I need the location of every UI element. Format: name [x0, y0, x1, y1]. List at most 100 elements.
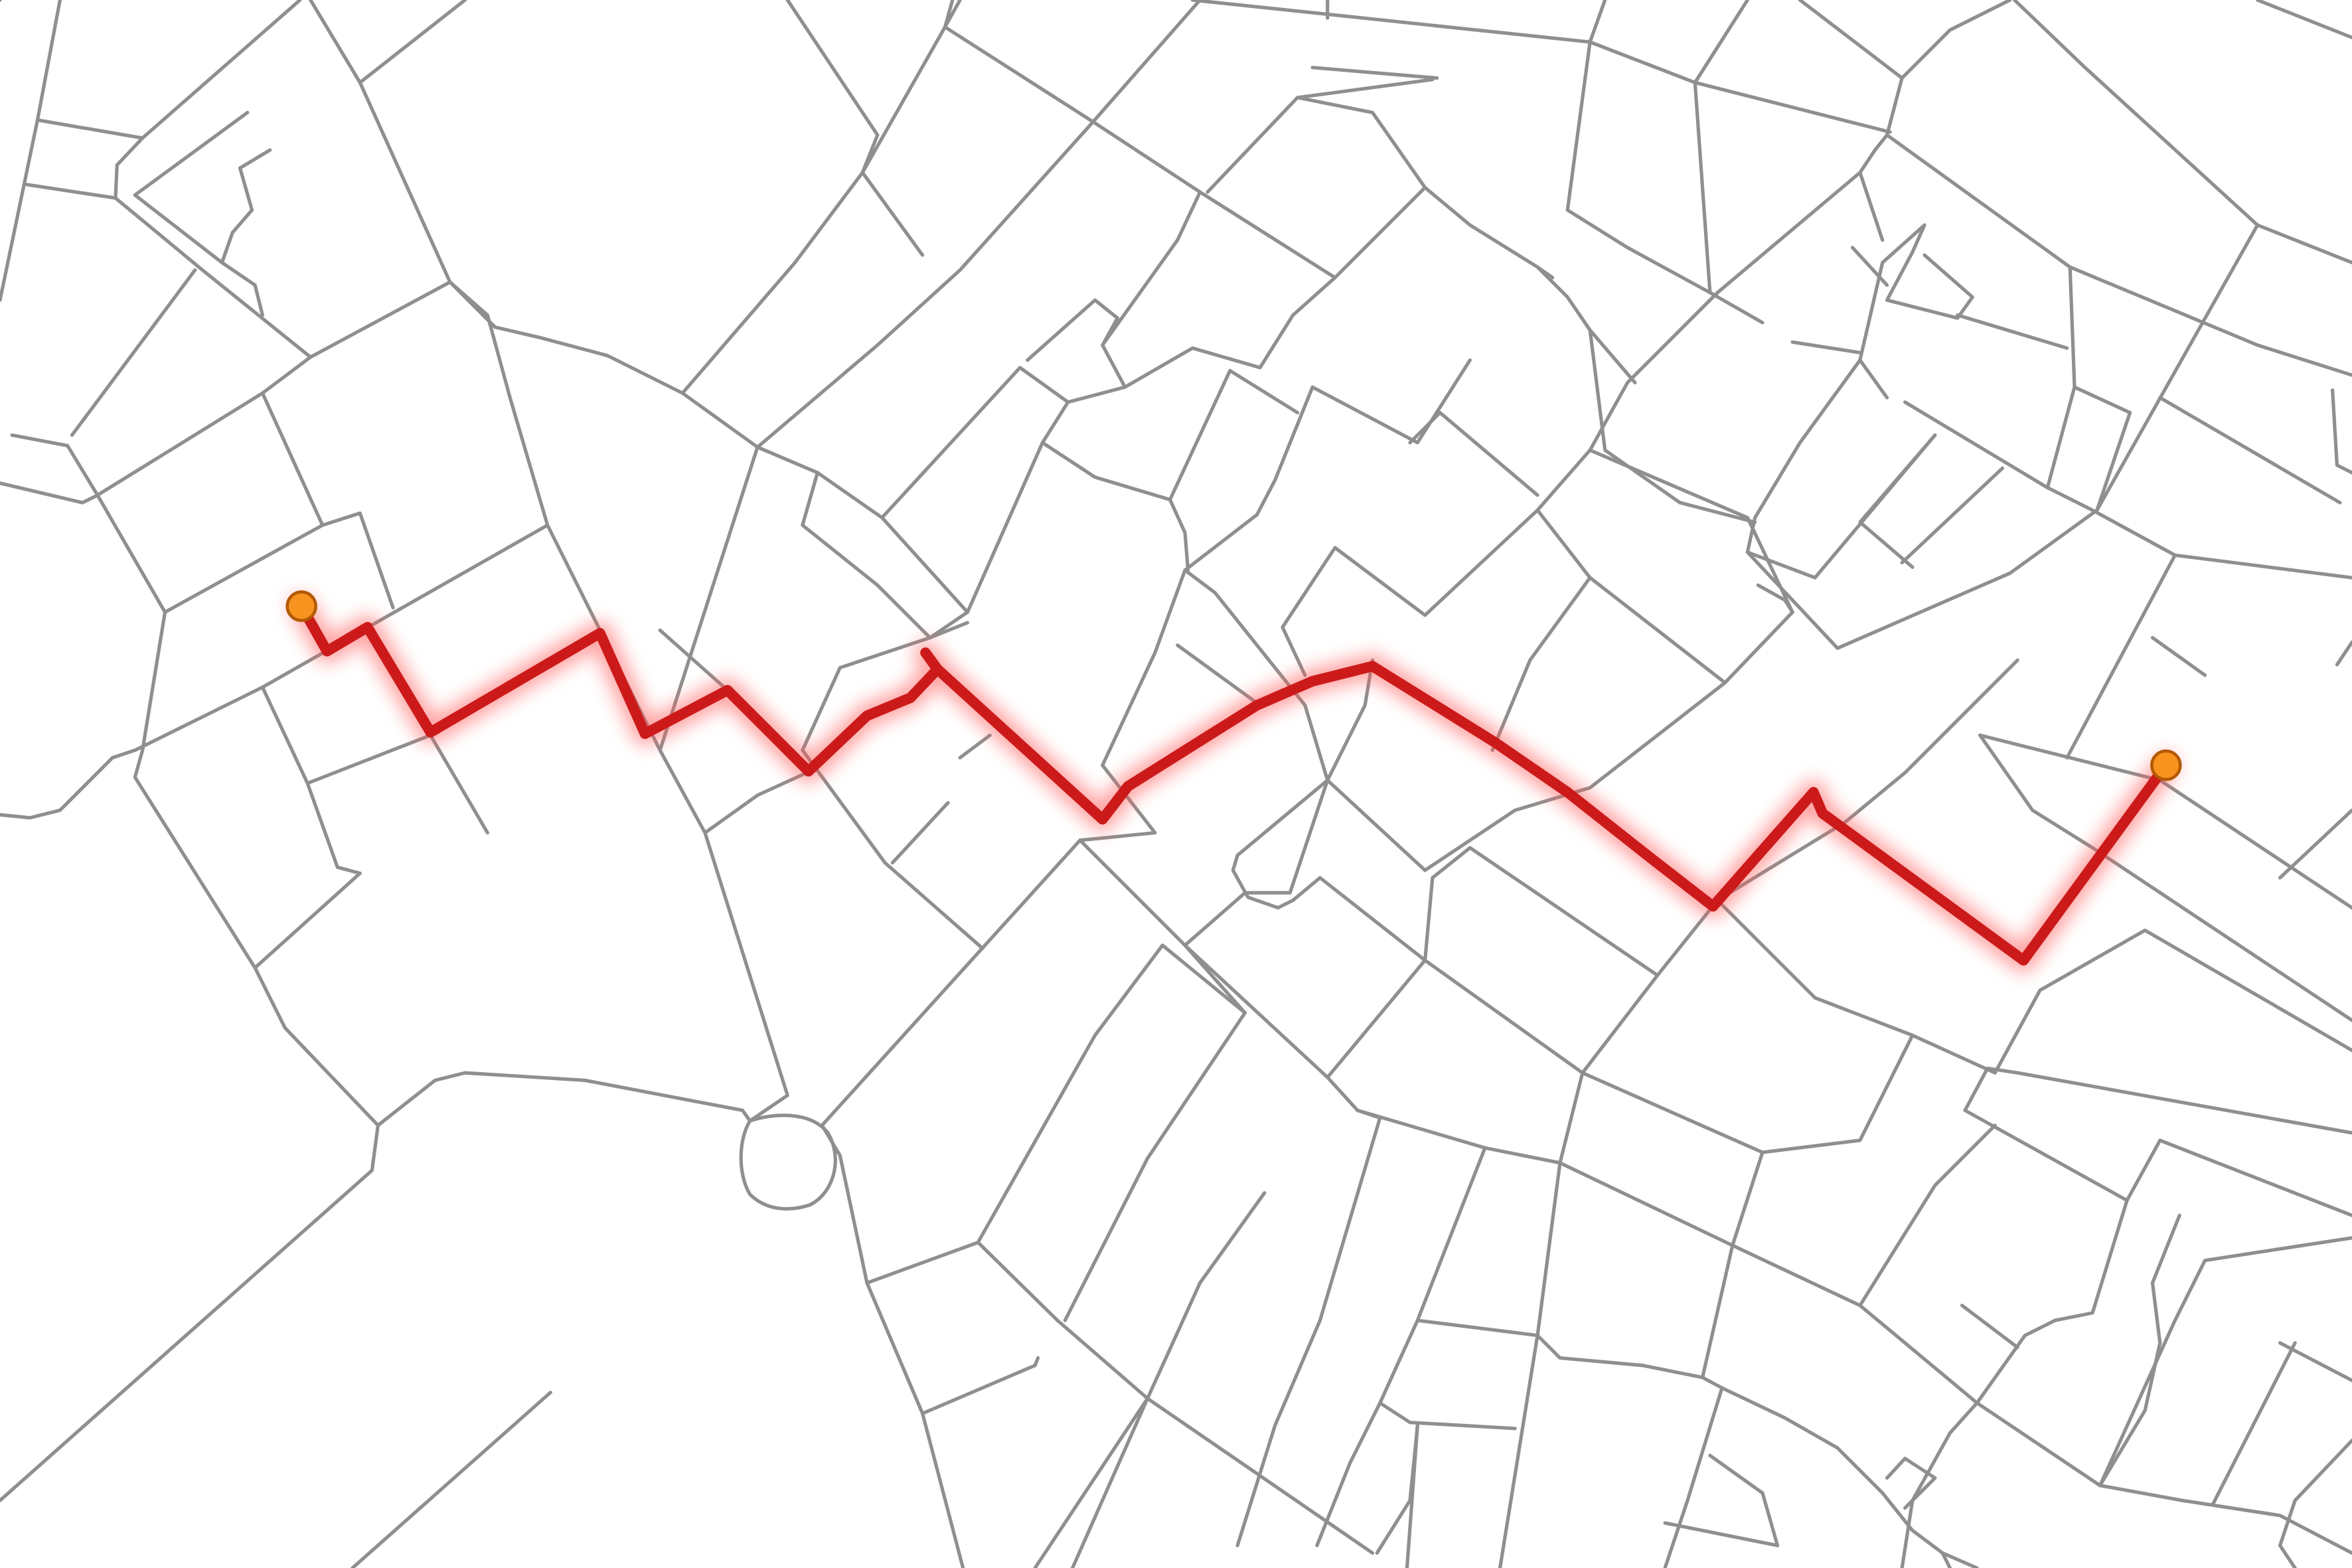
street-segment — [2125, 1138, 2162, 1202]
street-segment — [1588, 0, 1607, 44]
street-segment — [1693, 80, 1892, 134]
street-segment — [2073, 385, 2132, 415]
street-segment — [2158, 396, 2342, 505]
street-segment — [1483, 1146, 1562, 1165]
street-segment — [1731, 1150, 1764, 1247]
street-segment — [755, 0, 1202, 449]
street-segment — [1881, 223, 1926, 265]
street-segment — [1026, 298, 1127, 404]
street-segment — [1490, 576, 1592, 752]
street-segment — [1900, 466, 2005, 565]
street-segment — [1715, 133, 1889, 295]
street-segment — [1663, 1386, 1724, 1568]
street-segment — [1858, 1123, 1997, 1308]
street-segment — [1535, 1161, 1562, 1338]
roundabout — [739, 1113, 837, 1211]
street-segment — [2095, 223, 2260, 512]
street-segment — [70, 268, 197, 437]
street-segment — [1963, 1109, 2129, 1202]
street-segment — [1078, 838, 1187, 947]
street-segment — [1281, 546, 1427, 677]
street-segment — [820, 838, 1082, 1127]
street-segment — [865, 1240, 980, 1285]
street-segment — [493, 325, 759, 449]
street-segment — [1885, 1456, 1937, 1510]
street-segment — [1535, 448, 1592, 512]
street-segment — [2256, 223, 2352, 265]
street-segment — [2278, 1439, 2352, 1547]
street-segment — [1588, 291, 1719, 452]
street-segment — [1190, 0, 1592, 44]
street-segment — [1056, 1318, 1375, 1555]
street-segment — [1310, 66, 1439, 80]
street-segment — [976, 1240, 1059, 1322]
street-segment — [1558, 1161, 1735, 1247]
street-segment — [1315, 1401, 1382, 1547]
street-segment — [2098, 1236, 2352, 1488]
street-segment — [1885, 133, 2072, 269]
street-segment — [1468, 846, 1660, 977]
street-segment — [1415, 1146, 1487, 1322]
street-segment — [133, 110, 250, 197]
street-segment — [0, 481, 100, 505]
street-segment — [309, 0, 452, 284]
street-segment — [801, 471, 970, 640]
street-segment — [1183, 778, 1330, 947]
street-segment — [2068, 265, 2077, 389]
end-marker-icon[interactable] — [2150, 749, 2182, 781]
street-segment — [2090, 508, 2352, 580]
street-segment — [1903, 658, 2019, 775]
street-segment — [703, 769, 812, 835]
street-segment — [2150, 636, 2207, 677]
street-segment — [1588, 448, 1749, 520]
street-segment — [1070, 1191, 1267, 1568]
street-segment — [1708, 1453, 1780, 1547]
street-segment — [1535, 1334, 1705, 1379]
street-segment — [1326, 958, 1427, 1079]
street-segment — [1581, 1071, 1764, 1154]
street-segment — [1228, 368, 1300, 415]
street-segment — [965, 400, 1070, 614]
street-segment — [220, 148, 272, 317]
street-segment — [1535, 265, 1637, 384]
street-segment — [1978, 733, 2352, 1022]
street-segment — [1168, 368, 1232, 502]
street-segment — [815, 471, 970, 614]
street-segment — [260, 391, 325, 527]
street-segment — [0, 755, 115, 820]
street-segment — [1975, 1318, 2057, 1405]
street-segment — [376, 1071, 752, 1127]
street-segment — [1940, 1551, 1979, 1568]
street-segment — [1956, 313, 2069, 350]
street-segment — [921, 1411, 965, 1568]
street-segment — [10, 433, 70, 447]
street-segment — [2158, 778, 2352, 910]
street-segment — [1731, 1243, 1862, 1308]
street-segment — [1975, 1401, 2185, 1502]
street-segment — [1790, 340, 1862, 354]
street-segment — [1378, 1318, 1419, 1405]
street-segment — [305, 733, 433, 785]
street-segment — [1033, 1356, 1040, 1368]
street-segment — [1423, 508, 1592, 617]
street-segment — [358, 0, 467, 84]
street-segment — [1761, 1033, 1915, 1154]
street-segment — [1693, 0, 1749, 84]
start-marker-icon[interactable] — [285, 590, 317, 622]
street-segment — [114, 196, 313, 359]
street-segment — [1836, 508, 2099, 651]
street-segment — [1963, 1066, 2019, 1113]
street-segment — [1183, 568, 1330, 782]
street-segment — [1858, 433, 1937, 569]
street-segment — [928, 621, 970, 640]
route-line[interactable] — [296, 601, 2171, 966]
street-segment — [2278, 808, 2352, 880]
street-segment — [2045, 385, 2077, 490]
street-segment — [253, 685, 362, 970]
street-segment — [110, 523, 550, 760]
street-segment — [448, 280, 497, 329]
street-segment — [883, 861, 984, 951]
street-segment — [351, 1390, 552, 1568]
